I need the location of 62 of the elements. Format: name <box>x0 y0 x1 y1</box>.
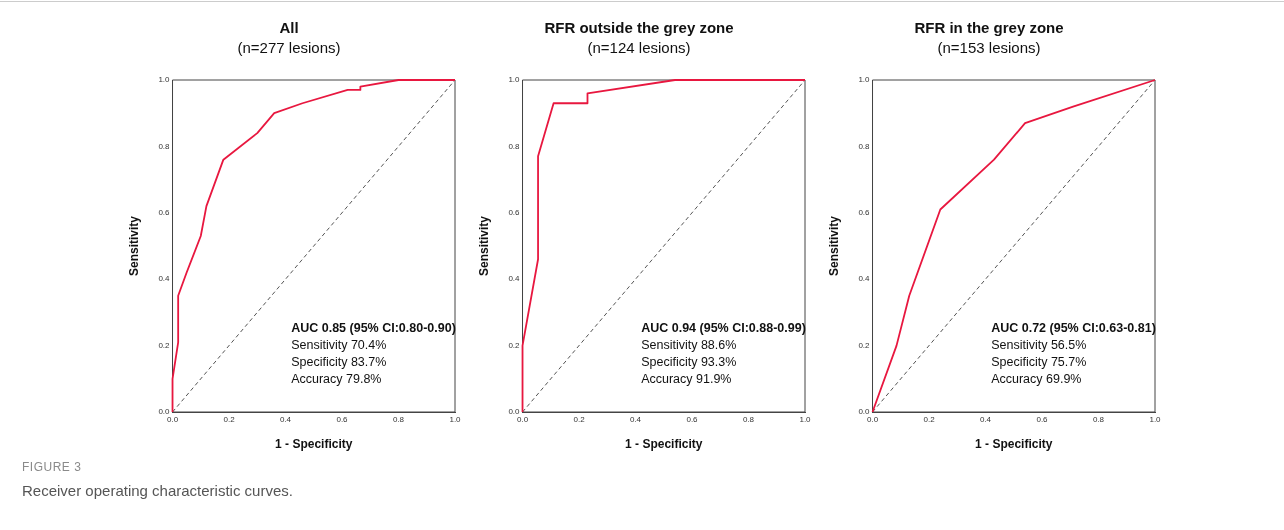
annotation: Specificity 93.3% <box>641 355 737 370</box>
y-tick-label: 0.6 <box>858 208 871 217</box>
y-tick-label: 0.2 <box>858 340 871 350</box>
x-tick-label: 0.6 <box>1036 415 1049 424</box>
x-tick-label: 1.0 <box>799 415 812 424</box>
chart-title: RFR outside the grey zone <box>544 19 734 37</box>
x-tick-label: 0.4 <box>279 415 292 424</box>
annotation: Sensitivity 88.6% <box>641 338 737 353</box>
annotation: Sensitivity 56.5% <box>991 338 1087 353</box>
y-axis-title: Sensitivity <box>126 215 141 277</box>
x-tick-label: 1.0 <box>1149 415 1162 424</box>
y-tick-label: 0.4 <box>508 274 521 284</box>
chart-subtitle: (n=153 lesions) <box>937 39 1041 57</box>
annotation: Specificity 83.7% <box>291 355 387 370</box>
x-tick-label: 0.0 <box>866 415 879 424</box>
y-tick-label: 0.6 <box>508 208 521 217</box>
y-axis-title: Sensitivity <box>826 215 841 277</box>
chart-subtitle: (n=277 lesions) <box>237 39 341 57</box>
annotation: AUC 0.94 (95% CI:0.88-0.99) <box>641 321 806 336</box>
x-tick-label: 0.2 <box>573 415 586 424</box>
text: FIGURE 3 <box>22 460 83 474</box>
y-tick-label: 0.0 <box>158 407 171 417</box>
x-tick-label: 1.0 <box>449 415 462 424</box>
y-tick-label: 0.8 <box>158 141 171 151</box>
y-tick-label: 1.0 <box>508 75 521 85</box>
annotation: Sensitivity 70.4% <box>291 338 387 353</box>
y-tick-label: 0.2 <box>508 340 521 350</box>
x-tick-label: 0.4 <box>979 415 992 424</box>
x-tick-label: 0.2 <box>923 415 936 424</box>
annotation: Specificity 75.7% <box>991 355 1087 370</box>
y-tick-label: 0.0 <box>508 407 521 417</box>
y-tick-label: 1.0 <box>158 75 171 85</box>
x-tick-label: 0.6 <box>336 415 349 424</box>
y-tick-label: 1.0 <box>858 75 871 85</box>
x-tick-label: 0.2 <box>223 415 236 424</box>
chart-title: RFR in the grey zone <box>914 19 1064 37</box>
x-tick-label: 0.8 <box>392 415 405 424</box>
x-axis-title: 1 - Specificity <box>275 437 353 452</box>
y-tick-label: 0.8 <box>858 141 871 151</box>
y-axis-title: Sensitivity <box>476 215 491 277</box>
annotation: Accuracy 79.8% <box>291 372 382 387</box>
y-tick-label: 0.4 <box>858 274 871 284</box>
annotation: AUC 0.85 (95% CI:0.80-0.90) <box>291 321 456 336</box>
y-tick-label: 0.2 <box>158 340 171 350</box>
y-tick-label: 0.0 <box>858 407 871 417</box>
x-tick-label: 0.6 <box>686 415 699 424</box>
y-tick-label: 0.8 <box>508 141 521 151</box>
x-tick-label: 0.8 <box>1092 415 1105 424</box>
text: Receiver operating characteristic curves. <box>22 482 294 499</box>
annotation: Accuracy 69.9% <box>991 372 1082 387</box>
x-axis-title: 1 - Specificity <box>975 437 1053 452</box>
y-tick-label: 0.4 <box>158 274 171 284</box>
x-tick-label: 0.8 <box>742 415 755 424</box>
x-tick-label: 0.0 <box>516 415 529 424</box>
annotation: Accuracy 91.9% <box>641 372 732 387</box>
x-tick-label: 0.4 <box>629 415 642 424</box>
annotation: AUC 0.72 (95% CI:0.63-0.81) <box>991 321 1156 336</box>
chart-title: All <box>279 19 299 37</box>
x-axis-title: 1 - Specificity <box>625 437 703 452</box>
chart-subtitle: (n=124 lesions) <box>587 39 691 57</box>
y-tick-label: 0.6 <box>158 208 171 217</box>
x-tick-label: 0.0 <box>166 415 179 424</box>
